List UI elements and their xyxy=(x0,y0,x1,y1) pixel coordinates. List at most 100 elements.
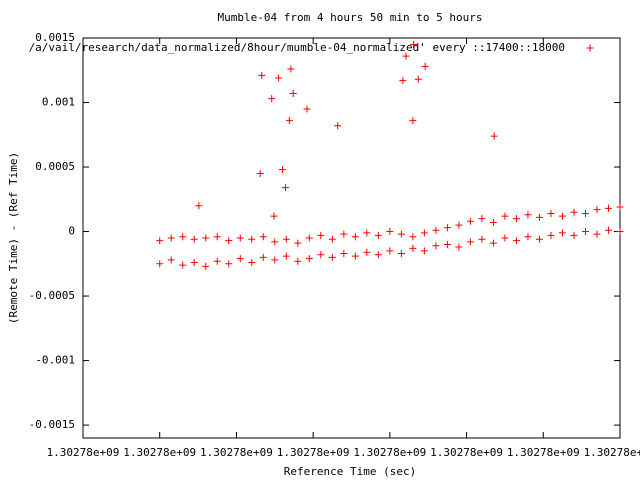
point xyxy=(285,117,293,125)
point xyxy=(616,228,624,236)
point xyxy=(399,77,407,85)
point xyxy=(478,235,486,243)
point xyxy=(248,259,256,267)
x-tick-label: 1.30278e+09 xyxy=(430,446,503,459)
point xyxy=(334,122,342,130)
point xyxy=(466,217,474,225)
y-tick-label: -0.0015 xyxy=(29,418,75,431)
point xyxy=(259,233,267,241)
point xyxy=(225,260,233,268)
point xyxy=(282,184,290,192)
point xyxy=(268,95,276,103)
point xyxy=(443,224,451,232)
point xyxy=(317,251,325,259)
x-axis-label: Reference Time (sec) xyxy=(284,465,416,478)
point xyxy=(287,65,295,73)
point xyxy=(156,237,164,245)
y-tick-label: 0.001 xyxy=(42,96,75,109)
point xyxy=(570,208,578,216)
point xyxy=(179,233,187,241)
point xyxy=(409,244,417,252)
point xyxy=(547,231,555,239)
point xyxy=(340,230,348,238)
point xyxy=(289,89,297,97)
point xyxy=(524,233,532,241)
chart-title: Mumble-04 from 4 hours 50 min to 5 hours xyxy=(218,11,483,24)
point xyxy=(432,226,440,234)
point xyxy=(278,166,286,174)
point xyxy=(490,132,498,140)
point xyxy=(386,228,394,236)
point xyxy=(547,209,555,217)
point xyxy=(317,231,325,239)
y-tick-label: -0.001 xyxy=(35,354,75,367)
point xyxy=(570,231,578,239)
point xyxy=(616,203,624,211)
point xyxy=(581,209,589,217)
point xyxy=(558,229,566,237)
point xyxy=(409,117,417,125)
point xyxy=(535,235,543,243)
y-tick-label: -0.0005 xyxy=(29,289,75,302)
point xyxy=(270,212,278,220)
y-tick-label: 0 xyxy=(68,225,75,238)
point xyxy=(202,262,210,270)
point xyxy=(489,219,497,227)
point xyxy=(501,212,509,220)
point xyxy=(374,231,382,239)
point xyxy=(213,233,221,241)
point xyxy=(236,234,244,242)
point xyxy=(410,40,418,48)
point xyxy=(397,230,405,238)
point xyxy=(156,260,164,268)
point xyxy=(386,247,394,255)
point xyxy=(305,255,313,263)
point xyxy=(512,215,520,223)
x-tick-label: 1.30278e+09 xyxy=(200,446,273,459)
point xyxy=(271,238,279,246)
point xyxy=(489,239,497,247)
point xyxy=(409,233,417,241)
point xyxy=(420,247,428,255)
plot-frame xyxy=(82,37,621,439)
point xyxy=(328,253,336,261)
point xyxy=(604,226,612,234)
y-tick-label: 0.0005 xyxy=(35,160,75,173)
point xyxy=(421,62,429,70)
point xyxy=(282,235,290,243)
point xyxy=(374,251,382,259)
point xyxy=(402,52,410,60)
point xyxy=(190,235,198,243)
point xyxy=(420,229,428,237)
point xyxy=(167,256,175,264)
point xyxy=(275,74,283,82)
point xyxy=(593,230,601,238)
point xyxy=(478,215,486,223)
point xyxy=(305,234,313,242)
point xyxy=(351,252,359,260)
point xyxy=(581,228,589,236)
y-axis-label: (Remote Time) - (Ref Time) xyxy=(7,152,20,324)
point xyxy=(558,212,566,220)
point xyxy=(236,255,244,263)
x-tick-label: 1.30278e+09 xyxy=(353,446,426,459)
x-tick-label: 1.30278e+09 xyxy=(47,446,120,459)
legend-label: /a/vail/research/data_normalized/8hour/m… xyxy=(29,41,565,54)
point xyxy=(501,234,509,242)
point xyxy=(195,202,203,210)
point xyxy=(294,257,302,265)
point xyxy=(524,211,532,219)
point xyxy=(512,237,520,245)
point xyxy=(455,221,463,229)
point xyxy=(248,235,256,243)
point xyxy=(271,256,279,264)
point xyxy=(328,235,336,243)
x-tick-label: 1.30278e+09 xyxy=(277,446,350,459)
point xyxy=(397,249,405,257)
x-tick-label: 1.30278e+09 xyxy=(123,446,196,459)
y-tick-label: 0.0015 xyxy=(35,31,75,44)
point xyxy=(535,213,543,221)
point xyxy=(414,75,422,83)
